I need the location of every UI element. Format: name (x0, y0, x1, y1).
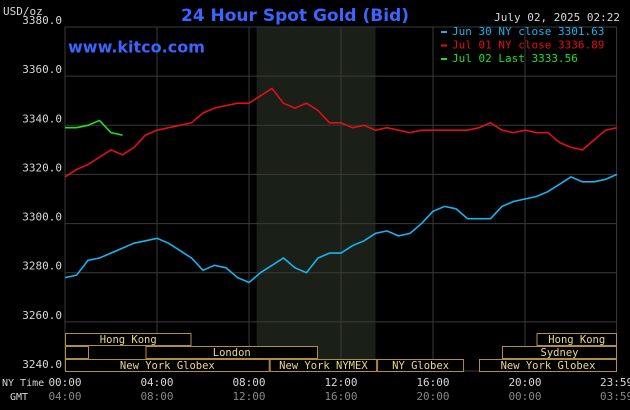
session-label: New York Globex (120, 360, 215, 372)
session-label: NY Globex (392, 360, 449, 372)
series-line (64, 87, 618, 178)
session-bar (502, 346, 617, 359)
y-tick-label: 3320.0 (22, 161, 62, 174)
session-label: Sydney (541, 347, 579, 359)
session-bar (65, 359, 270, 372)
session-label: New York Globex (501, 360, 596, 372)
y-tick-label: 3360.0 (22, 63, 62, 76)
x-tick-label: 23:59 (600, 376, 630, 389)
x-tick-label: 12:00 (324, 376, 357, 389)
session-bar (536, 333, 617, 346)
y-axis-label: USD/oz (3, 5, 43, 18)
session-bar (479, 359, 617, 372)
y-tick-label: 3280.0 (22, 260, 62, 273)
x-tick-label: 08:00 (232, 376, 265, 389)
x-tick-label: 16:00 (416, 376, 449, 389)
y-tick-label: 3380.0 (22, 14, 62, 27)
session-bar (269, 359, 378, 372)
y-tick-label: 3340.0 (22, 112, 62, 125)
x-axis-label: NY Time (2, 378, 44, 389)
y-tick-label: 3300.0 (22, 211, 62, 224)
x2-tick-label: 16:00 (324, 390, 357, 403)
session-bar (65, 346, 89, 359)
session-bar (145, 346, 318, 359)
timestamp: July 02, 2025 02:22 (494, 11, 620, 24)
chart-title: 24 Hour Spot Gold (Bid) (181, 6, 409, 26)
session-bar (377, 359, 465, 372)
x2-tick-label: 03:59 (600, 390, 630, 403)
legend-entry: Jul 02 Last 3333.56 (452, 52, 578, 65)
series-line (64, 173, 618, 284)
session-label: London (213, 347, 251, 359)
x2-tick-label: 04:00 (48, 390, 81, 403)
y-tick-label: 3240.0 (22, 358, 62, 371)
x2-tick-label: 12:00 (232, 390, 265, 403)
session-bar (65, 333, 192, 346)
x2-tick-label: 00:00 (508, 390, 541, 403)
session-label: New York NYMEX (279, 360, 368, 372)
source: www.kitco.com (68, 38, 205, 57)
legend-entry: Jun 30 NY close 3301.63 (452, 25, 604, 38)
x2-tick-label: 08:00 (140, 390, 173, 403)
x-tick-label: 04:00 (140, 376, 173, 389)
shaded-region (256, 27, 376, 371)
y-tick-label: 3260.0 (22, 309, 62, 322)
series-line (65, 119, 123, 136)
x-tick-label: 20:00 (508, 376, 541, 389)
legend-entry: Jul 01 NY close 3336.89 (452, 39, 604, 52)
x2-axis-label: GMT (10, 392, 28, 403)
plot-area (64, 26, 618, 372)
session-label: Hong Kong (100, 334, 157, 346)
x2-tick-label: 20:00 (416, 390, 449, 403)
x-tick-label: 00:00 (48, 376, 81, 389)
session-label: Hong Kong (548, 334, 605, 346)
